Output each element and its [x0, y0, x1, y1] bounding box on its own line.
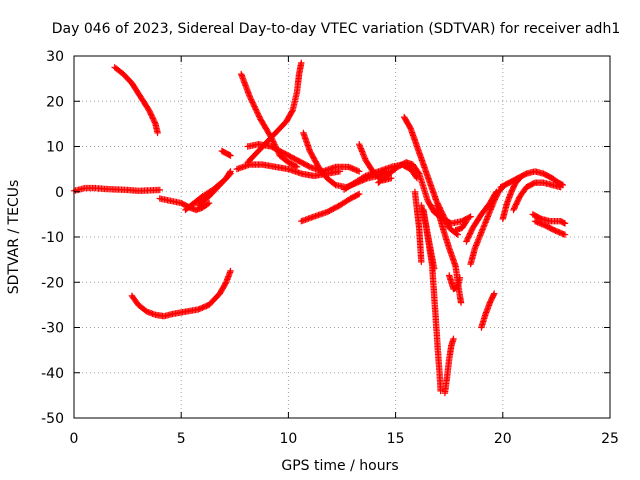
data-point	[361, 173, 368, 180]
series-arc-03	[128, 267, 234, 320]
data-point	[227, 152, 234, 159]
series-arc-12	[298, 190, 363, 225]
series-arc-32	[531, 218, 569, 238]
series-arc-24	[452, 218, 470, 234]
data-point	[204, 200, 211, 208]
data-point	[466, 214, 473, 221]
series-arc-17	[401, 113, 461, 238]
data-point	[249, 99, 256, 106]
series-arc-18	[411, 188, 425, 266]
series-arc-20	[420, 206, 444, 395]
data-point	[510, 206, 517, 214]
data-point	[418, 258, 425, 266]
series-arc-23	[446, 272, 464, 293]
series-arc-21	[441, 335, 457, 397]
y-tick-label: -10	[41, 230, 64, 246]
data-point	[557, 184, 564, 191]
y-tick-label: 30	[46, 49, 64, 65]
data-point	[336, 168, 344, 175]
y-tick-label: 10	[46, 140, 64, 156]
data-point	[356, 168, 363, 175]
plot-area	[70, 59, 569, 397]
x-tick-label: 5	[177, 431, 186, 447]
data-point	[226, 169, 233, 176]
series-arc-22	[433, 202, 465, 306]
series-arc-01	[70, 184, 163, 194]
data-point	[227, 267, 234, 275]
data-point	[561, 220, 569, 227]
data-point	[454, 231, 461, 238]
data-point	[388, 175, 395, 182]
data-point	[246, 93, 253, 100]
series-arc-06	[195, 168, 234, 209]
y-tick-label: 20	[46, 94, 64, 110]
x-tick-label: 15	[387, 431, 405, 447]
data-point	[561, 231, 569, 238]
data-point	[256, 113, 263, 120]
data-point	[356, 190, 363, 198]
y-tick-label: -50	[41, 411, 64, 427]
x-axis-label: GPS time / hours	[281, 458, 398, 474]
x-tick-label: 0	[70, 431, 79, 447]
series-arc-02	[111, 64, 161, 137]
x-axis-tick-labels: 0 5 10 15 20 25	[70, 431, 619, 447]
data-point	[156, 186, 163, 194]
y-tick-label: -20	[41, 275, 64, 291]
grid	[74, 56, 610, 418]
data-point	[492, 189, 499, 197]
data-point	[253, 107, 260, 115]
data-point	[467, 213, 474, 220]
series-arc-30	[510, 179, 564, 214]
data-point	[457, 299, 465, 306]
data-point	[456, 274, 464, 281]
data-point	[513, 199, 520, 207]
data-point	[491, 290, 498, 297]
axis-ticks	[73, 55, 611, 419]
data-point	[288, 108, 296, 115]
data-point	[151, 119, 158, 126]
data-point	[463, 218, 470, 225]
series-arc-26	[463, 188, 500, 245]
chart-title: Day 046 of 2023, Sidereal Day-to-day VTE…	[52, 21, 620, 37]
y-axis-label: SDTVAR / TECUs	[6, 180, 22, 295]
data-point	[462, 219, 469, 226]
data-point	[354, 191, 362, 198]
x-tick-label: 20	[494, 431, 512, 447]
data-point	[298, 59, 305, 66]
y-tick-label: -30	[41, 321, 64, 337]
series-arc-31	[529, 211, 569, 227]
data-point	[227, 168, 234, 175]
series-arc-07	[218, 147, 234, 159]
data-point	[331, 180, 338, 188]
data-point	[252, 106, 259, 113]
series-arc-29	[497, 168, 566, 191]
data-point	[270, 138, 277, 145]
data-point	[251, 103, 258, 110]
x-tick-label: 25	[601, 431, 619, 447]
y-tick-label: -40	[41, 366, 64, 382]
data-point	[292, 163, 299, 170]
data-point	[255, 111, 262, 119]
data-point	[493, 188, 500, 195]
data-point	[250, 102, 257, 109]
data-point	[450, 335, 457, 342]
y-axis-tick-labels: 30 20 10 0 -10 -20 -30 -40 -50	[41, 49, 64, 427]
series-arc-10	[244, 141, 363, 175]
data-point	[415, 169, 422, 176]
data-point	[154, 129, 161, 137]
data-point	[248, 97, 255, 105]
x-tick-label: 10	[279, 431, 297, 447]
data-point	[254, 110, 261, 117]
data-point	[205, 199, 213, 207]
y-tick-label: 0	[55, 185, 64, 201]
series-arc-27	[478, 290, 498, 331]
data-point	[247, 96, 255, 103]
